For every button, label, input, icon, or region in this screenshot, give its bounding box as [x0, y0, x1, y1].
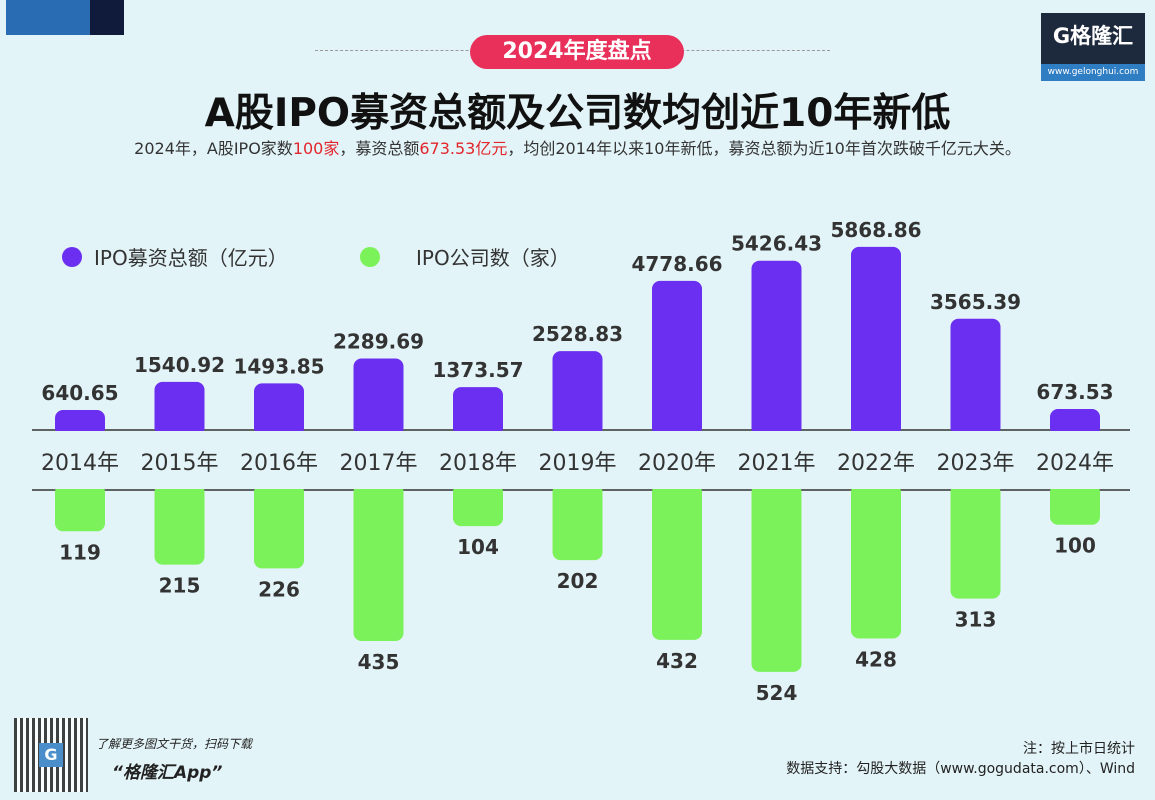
fundraising-bar — [353, 358, 404, 436]
fundraising-value-label: 2528.83 — [532, 322, 623, 346]
fundraising-bar — [751, 260, 802, 436]
fundraising-value-label: 2289.69 — [333, 330, 424, 354]
company-count-bar — [254, 484, 304, 569]
note-text: 注：按上市日统计 — [1023, 741, 1135, 757]
fundraising-value-label: 5426.43 — [731, 232, 822, 256]
company-count-bar — [453, 484, 503, 527]
x-tick-label: 2018年 — [439, 451, 517, 476]
fundraising-value-label: 1373.57 — [432, 358, 523, 382]
x-tick-label: 2024年 — [1036, 451, 1114, 476]
x-tick-label: 2015年 — [141, 451, 219, 476]
fundraising-bar — [254, 383, 304, 436]
legend-label: IPO公司数（家） — [416, 246, 570, 270]
corner-decoration — [6, 0, 124, 35]
legend-label: IPO募资总额（亿元） — [94, 246, 288, 270]
source-text: 数据支持：勾股大数据（www.gogudata.com）、Wind — [786, 761, 1135, 777]
company-count-bar — [55, 484, 105, 532]
badge: 2024年度盘点 — [470, 35, 684, 69]
app-name: “格隆汇App” — [112, 763, 223, 783]
chart-title: A股IPO募资总额及公司数均创近10年新低 — [204, 91, 951, 136]
fundraising-value-label: 5868.86 — [830, 218, 921, 242]
chart-subtitle: 2024年，A股IPO家数100家，募资总额673.53亿元，均创2014年以来… — [134, 139, 1021, 158]
company-count-value-label: 524 — [756, 681, 798, 705]
fundraising-value-label: 640.65 — [41, 381, 118, 405]
fundraising-value-label: 4778.66 — [631, 252, 722, 276]
company-count-value-label: 100 — [1054, 534, 1096, 558]
fundraising-value-label: 1493.85 — [233, 354, 324, 378]
legend-swatch — [62, 246, 82, 267]
gelonghui-logo: G格隆汇 www.gelonghui.com — [1041, 13, 1145, 81]
company-count-value-label: 226 — [258, 577, 300, 601]
company-count-value-label: 313 — [955, 608, 997, 632]
company-count-bar — [950, 484, 1001, 599]
company-count-bar — [1050, 484, 1100, 525]
company-count-value-label: 435 — [358, 650, 400, 674]
fundraising-bar — [851, 246, 901, 436]
legend-companies: IPO公司数（家） — [360, 242, 570, 271]
fundraising-value-label: 673.53 — [1036, 380, 1113, 404]
promo-text: 了解更多图文干货，扫码下载 — [96, 737, 253, 751]
company-count-bar — [652, 484, 702, 640]
fundraising-bar — [552, 351, 603, 436]
x-tick-label: 2023年 — [937, 451, 1015, 476]
legend-fundraising: IPO募资总额（亿元） — [62, 242, 288, 271]
company-count-bar — [552, 484, 603, 561]
fundraising-bar — [453, 387, 503, 436]
x-tick-label: 2021年 — [738, 451, 816, 476]
qr-code: G — [14, 718, 88, 792]
x-tick-label: 2022年 — [837, 451, 915, 476]
fundraising-value-label: 3565.39 — [930, 290, 1021, 314]
legend-swatch — [360, 246, 380, 267]
company-count-value-label: 428 — [855, 648, 897, 672]
company-count-bar — [353, 484, 404, 641]
x-tick-label: 2020年 — [638, 451, 716, 476]
x-tick-label: 2014年 — [41, 451, 119, 476]
logo-text: G格隆汇 — [1052, 24, 1134, 48]
fundraising-bar — [950, 318, 1001, 436]
company-count-value-label: 432 — [656, 649, 698, 673]
company-count-value-label: 202 — [557, 569, 599, 593]
axis-band — [32, 431, 1130, 489]
company-count-bar — [851, 484, 901, 639]
fundraising-bar — [154, 381, 205, 436]
company-count-value-label: 215 — [159, 574, 201, 598]
x-tick-label: 2019年 — [539, 451, 617, 476]
x-tick-label: 2017年 — [340, 451, 418, 476]
logo-url: www.gelonghui.com — [1041, 64, 1145, 81]
company-count-value-label: 104 — [457, 535, 499, 559]
company-count-bar — [751, 484, 802, 672]
fundraising-bar — [1050, 408, 1100, 436]
fundraising-bar — [55, 410, 105, 436]
fundraising-bar — [652, 280, 702, 436]
company-count-value-label: 119 — [59, 540, 101, 564]
fundraising-value-label: 1540.92 — [134, 353, 225, 377]
company-count-bar — [154, 484, 205, 565]
x-tick-label: 2016年 — [240, 451, 318, 476]
